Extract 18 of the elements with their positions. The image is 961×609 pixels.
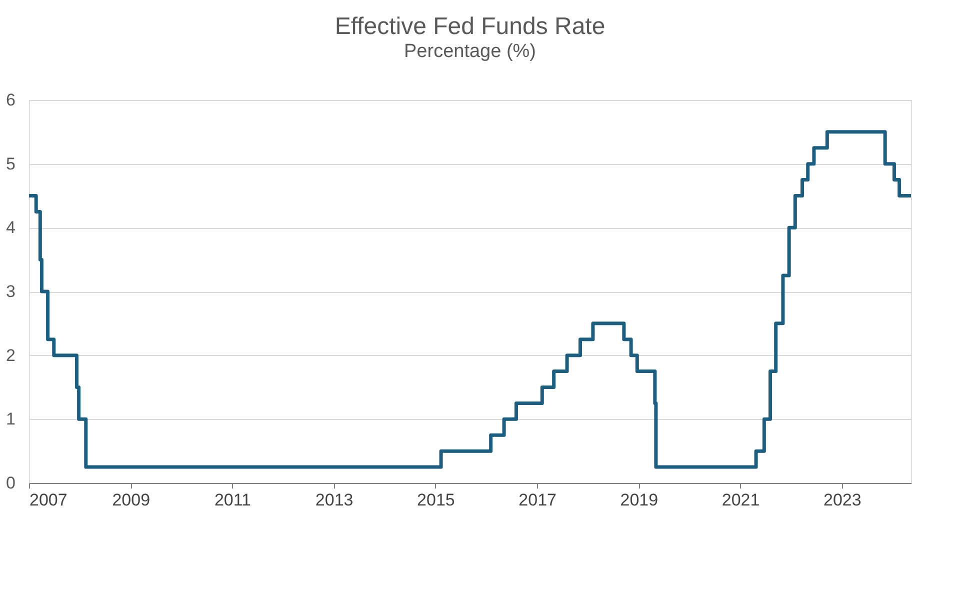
x-tick-label: 2019: [620, 490, 658, 510]
x-tick-label: 2017: [518, 490, 556, 510]
x-tick-label: 2013: [315, 490, 354, 510]
x-tick-label: 2023: [823, 490, 862, 510]
x-tick-label: 2015: [417, 490, 455, 510]
x-tick-label: 2009: [112, 490, 150, 510]
y-tick-label: 0: [6, 474, 16, 492]
y-tick-label: 3: [6, 282, 16, 301]
y-tick-label: 4: [6, 218, 16, 238]
y-tick-label: 6: [6, 90, 16, 110]
y-tick-label: 5: [6, 154, 16, 174]
y-tick-label: 2: [6, 346, 16, 365]
chart-title: Effective Fed Funds Rate: [334, 13, 606, 40]
y-tick-label: 1: [6, 410, 16, 429]
x-tick-label: 2021: [722, 490, 760, 510]
x-tick-label: 2011: [214, 490, 252, 510]
x-tick-label: 2007: [30, 490, 68, 510]
chart-subtitle: Percentage (%): [404, 41, 536, 62]
